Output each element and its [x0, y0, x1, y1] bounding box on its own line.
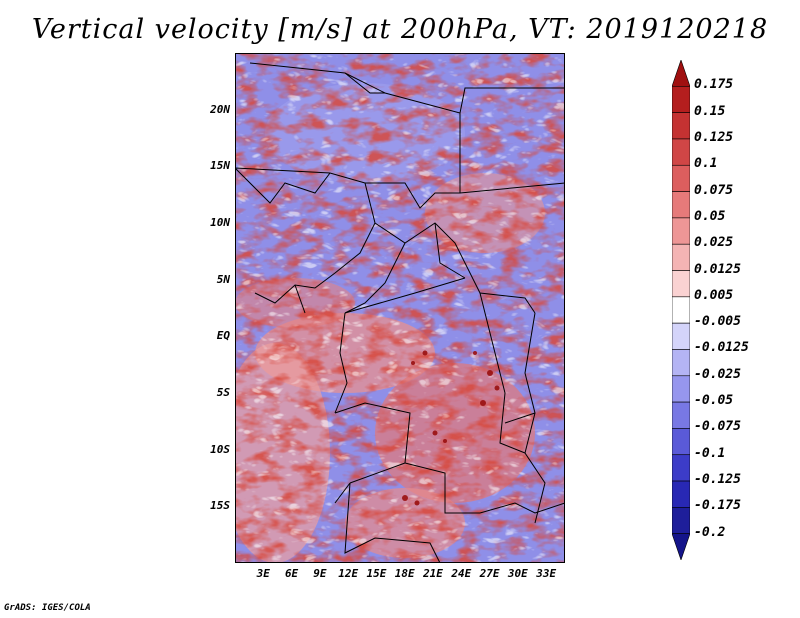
colorbar-level-label: 0.005 — [694, 287, 734, 303]
colorbar-level-label: -0.05 — [694, 393, 734, 409]
lat-label-5N: 5N — [216, 272, 230, 286]
colorbar-band — [672, 138, 690, 166]
colorbar-band — [672, 454, 690, 482]
colorbar-level-label: 0.15 — [694, 103, 726, 119]
colorbar-level-label: 0.125 — [694, 129, 734, 145]
lon-label-24E: 24E — [451, 567, 472, 580]
lon-label-15E: 15E — [366, 567, 387, 580]
colorbar-band — [672, 191, 690, 219]
lon-label-3E: 3E — [256, 567, 270, 580]
colorbar-band — [672, 533, 690, 560]
colorbar-band — [672, 349, 690, 377]
colorbar-level-label: -0.2 — [694, 524, 726, 540]
lon-label-30E: 30E — [507, 567, 528, 580]
lon-label-21E: 21E — [423, 567, 443, 580]
colorbar-band — [672, 112, 690, 140]
lat-label-5S: 5S — [216, 386, 230, 399]
colorbar-band — [672, 480, 690, 508]
colorbar-band — [672, 375, 690, 403]
colorbar-band — [672, 164, 690, 192]
lon-label-27E: 27E — [479, 567, 500, 580]
colorbar-band — [672, 270, 690, 298]
colorbar-level-label: 0.175 — [694, 77, 734, 93]
lon-label-18E: 18E — [394, 567, 415, 580]
colorbar-level-label: -0.125 — [694, 472, 741, 488]
lat-label-20N: 20N — [210, 102, 230, 116]
colorbar-band — [672, 296, 690, 324]
map-frame — [235, 53, 565, 563]
colorbar-level-label: 0.0125 — [694, 261, 741, 277]
velocity-map — [235, 53, 565, 563]
lon-label-33E: 33E — [536, 567, 557, 580]
colorbar-band — [672, 217, 690, 245]
colorbar-level-label: -0.005 — [694, 314, 741, 330]
colorbar-band — [672, 243, 690, 271]
colorbar-level-label: 0.075 — [694, 182, 734, 198]
colorbar-band — [672, 322, 690, 350]
colorbar-level-label: -0.075 — [694, 419, 741, 435]
colorbar-level-label: 0.025 — [694, 235, 734, 251]
colorbar-band — [672, 401, 690, 429]
lat-label-10N: 10N — [210, 216, 230, 229]
colorbar-level-label: -0.175 — [694, 498, 741, 514]
colorbar-level-label: -0.1 — [694, 445, 726, 461]
lat-label-15S: 15S — [210, 499, 230, 513]
lon-label-12E: 12E — [338, 567, 359, 580]
colorbar-level-label: 0.05 — [694, 208, 726, 224]
lat-label-10S: 10S — [210, 442, 230, 456]
lon-label-6E: 6E — [284, 567, 299, 580]
lat-label-EQ: EQ — [216, 329, 230, 343]
colorbar-band — [672, 86, 690, 113]
chart-title: Vertical velocity [m/s] at 200hPa, VT: 2… — [31, 14, 769, 45]
colorbar-level-label: 0.1 — [694, 156, 718, 172]
grads-credit: GrADS: IGES/COLA — [4, 603, 91, 613]
colorbar-level-label: -0.025 — [694, 366, 741, 382]
colorbar-level-label: -0.0125 — [694, 340, 749, 356]
colorbar-band — [672, 428, 690, 456]
colorbar-band — [672, 60, 690, 87]
lat-label-15N: 15N — [210, 159, 230, 173]
colorbar — [672, 60, 690, 560]
colorbar-band — [672, 507, 690, 534]
lon-label-9E: 9E — [313, 567, 327, 580]
